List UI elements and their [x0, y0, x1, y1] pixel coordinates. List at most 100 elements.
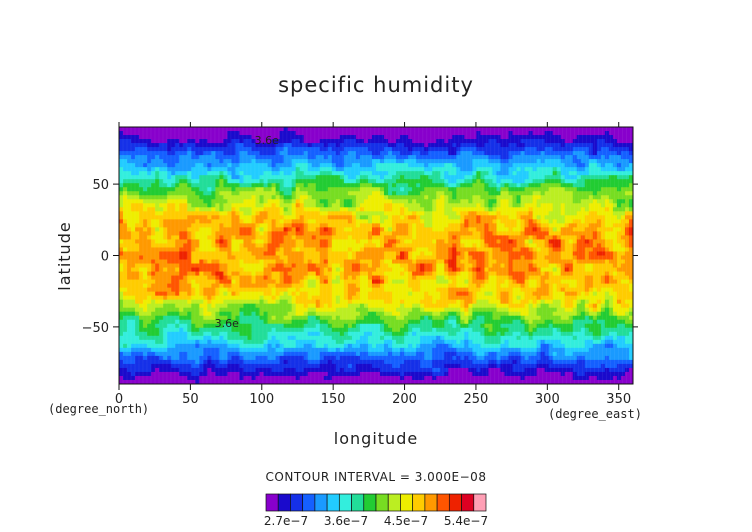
field-cell: [444, 255, 449, 260]
field-cell: [504, 259, 509, 264]
field-cell: [628, 187, 633, 192]
field-cell: [384, 171, 389, 176]
field-cell: [327, 167, 333, 172]
field-cell: [343, 255, 349, 260]
field-cell: [416, 127, 421, 132]
field-cell: [404, 259, 409, 264]
field-cell: [267, 187, 272, 192]
field-cell: [235, 175, 240, 180]
field-cell: [119, 259, 124, 264]
field-cell: [367, 259, 373, 264]
field-cell: [263, 255, 268, 260]
field-cell: [191, 279, 196, 285]
field-cell: [135, 135, 140, 140]
field-cell: [624, 175, 630, 180]
field-cell: [291, 159, 297, 164]
field-cell: [440, 155, 445, 160]
field-cell: [279, 159, 285, 164]
field-cell: [580, 183, 586, 188]
field-cell: [472, 163, 477, 168]
field-cell: [608, 151, 614, 156]
field-cell: [504, 279, 509, 285]
field-cell: [119, 235, 124, 240]
field-cell: [351, 135, 357, 140]
field-cell: [315, 223, 321, 228]
field-cell: [500, 207, 505, 212]
field-cell: [388, 215, 393, 220]
field-cell: [179, 243, 184, 248]
field-cell: [432, 171, 437, 176]
field-cell: [323, 171, 329, 176]
field-cell: [127, 191, 132, 196]
field-cell: [452, 159, 457, 164]
field-cell: [388, 195, 393, 200]
field-cell: [227, 155, 232, 160]
field-cell: [468, 195, 473, 200]
field-cell: [536, 135, 542, 140]
field-cell: [243, 223, 248, 228]
field-cell: [404, 195, 409, 200]
field-cell: [219, 143, 224, 148]
field-cell: [351, 275, 357, 280]
field-cell: [392, 239, 397, 244]
field-cell: [556, 203, 562, 208]
field-cell: [335, 207, 341, 212]
field-cell: [239, 271, 244, 276]
field-cell: [159, 127, 164, 132]
field-cell: [251, 175, 256, 180]
field-cell: [416, 175, 421, 180]
field-cell: [536, 271, 542, 276]
field-cell: [528, 247, 534, 252]
field-cell: [167, 155, 172, 160]
field-cell: [404, 143, 409, 148]
field-cell: [420, 247, 425, 252]
field-cell: [199, 279, 204, 285]
field-cell: [548, 223, 554, 228]
field-cell: [400, 151, 405, 156]
field-cell: [600, 199, 606, 204]
field-cell: [480, 167, 485, 172]
field-cell: [307, 203, 313, 208]
field-cell: [456, 247, 461, 252]
field-cell: [251, 187, 256, 192]
field-cell: [271, 135, 277, 140]
field-cell: [199, 211, 204, 216]
field-cell: [287, 247, 293, 252]
field-cell: [283, 243, 289, 248]
field-cell: [267, 151, 272, 156]
field-cell: [179, 219, 184, 224]
field-cell: [412, 131, 417, 136]
field-cell: [576, 131, 582, 136]
field-cell: [127, 283, 132, 289]
field-cell: [247, 171, 252, 176]
field-cell: [231, 235, 236, 240]
field-cell: [183, 127, 188, 132]
field-cell: [135, 227, 140, 232]
field-cell: [199, 195, 204, 200]
field-cell: [504, 147, 509, 152]
field-cell: [363, 267, 369, 272]
field-cell: [331, 195, 337, 200]
field-cell: [279, 235, 285, 240]
field-cell: [327, 231, 333, 236]
field-cell: [311, 183, 317, 188]
field-cell: [303, 219, 309, 224]
field-cell: [468, 199, 473, 204]
field-cell: [267, 235, 272, 240]
field-cell: [388, 135, 393, 140]
field-cell: [564, 183, 570, 188]
field-cell: [179, 211, 184, 216]
field-cell: [275, 227, 281, 232]
field-cell: [299, 231, 305, 236]
field-cell: [175, 127, 180, 132]
field-cell: [528, 131, 534, 136]
field-cell: [456, 131, 461, 136]
field-cell: [420, 131, 425, 136]
field-cell: [315, 203, 321, 208]
field-cell: [400, 207, 405, 212]
field-cell: [432, 155, 437, 160]
field-cell: [163, 171, 168, 176]
field-cell: [604, 247, 610, 252]
field-cell: [195, 159, 200, 164]
field-cell: [339, 219, 345, 224]
